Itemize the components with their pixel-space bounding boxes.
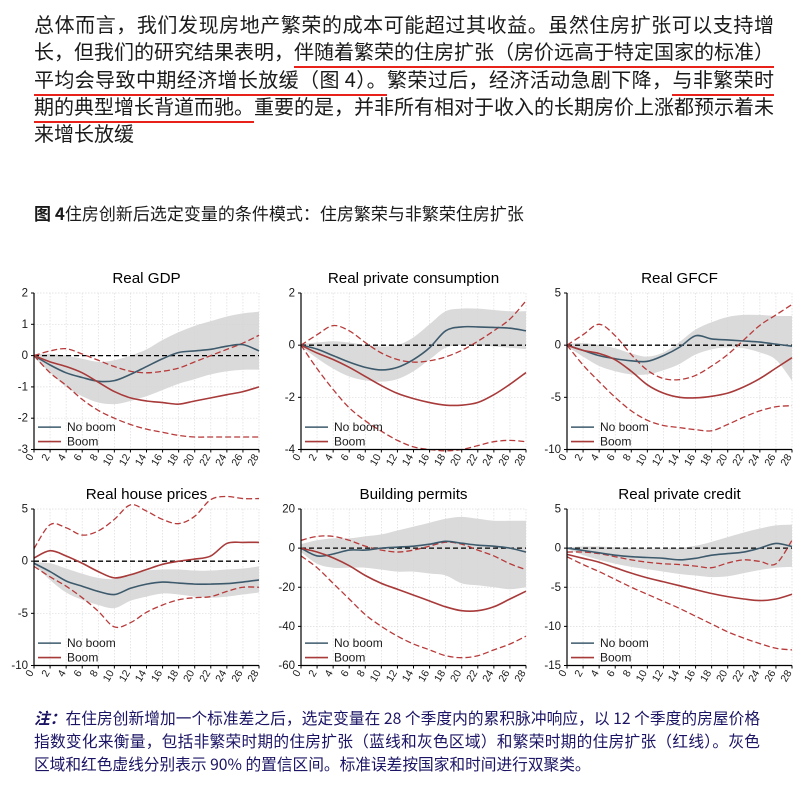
svg-text:5: 5	[555, 504, 561, 516]
svg-text:5: 5	[555, 288, 561, 300]
svg-text:0: 0	[22, 556, 28, 568]
svg-text:Real GDP: Real GDP	[112, 270, 180, 287]
svg-text:-5: -5	[551, 392, 561, 404]
svg-text:-10: -10	[544, 621, 561, 633]
svg-text:-2: -2	[18, 413, 28, 425]
svg-text:Boom: Boom	[67, 651, 98, 665]
svg-text:1: 1	[22, 319, 28, 331]
svg-text:No boom: No boom	[334, 420, 383, 434]
svg-text:Building permits: Building permits	[359, 486, 467, 503]
svg-text:Real private consumption: Real private consumption	[328, 270, 499, 287]
svg-text:-5: -5	[18, 608, 28, 620]
svg-text:Boom: Boom	[334, 435, 365, 449]
svg-text:-1: -1	[18, 381, 28, 393]
svg-text:No boom: No boom	[67, 636, 116, 650]
svg-text:No boom: No boom	[600, 420, 649, 434]
svg-text:Boom: Boom	[600, 651, 631, 665]
svg-text:Boom: Boom	[334, 651, 365, 665]
svg-text:0: 0	[289, 543, 295, 555]
svg-text:Boom: Boom	[67, 435, 98, 449]
svg-text:0: 0	[22, 350, 28, 362]
svg-text:No boom: No boom	[600, 636, 649, 650]
svg-text:Boom: Boom	[600, 435, 631, 449]
svg-text:0: 0	[289, 340, 295, 352]
svg-text:0: 0	[555, 543, 561, 555]
svg-text:Real GFCF: Real GFCF	[641, 270, 718, 287]
svg-text:2: 2	[289, 288, 295, 300]
svg-text:Real house prices: Real house prices	[86, 486, 208, 503]
svg-text:No boom: No boom	[67, 420, 116, 434]
svg-text:-20: -20	[278, 582, 295, 594]
svg-text:2: 2	[22, 288, 28, 300]
svg-text:No boom: No boom	[334, 636, 383, 650]
svg-text:-2: -2	[285, 392, 295, 404]
svg-text:20: 20	[282, 504, 295, 516]
svg-text:-5: -5	[551, 582, 561, 594]
svg-text:-40: -40	[278, 621, 295, 633]
svg-text:5: 5	[22, 504, 28, 516]
svg-text:Real private credit: Real private credit	[618, 486, 741, 503]
svg-text:0: 0	[555, 340, 561, 352]
